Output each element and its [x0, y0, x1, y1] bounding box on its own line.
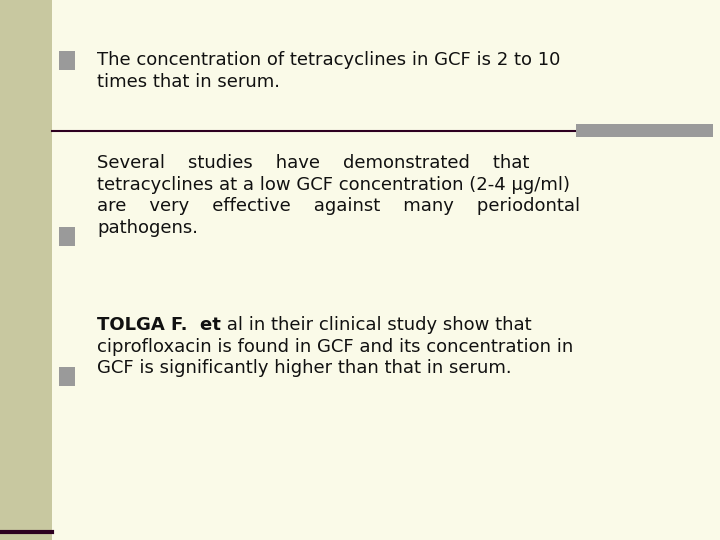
Text: Several    studies    have    demonstrated    that: Several studies have demonstrated that [97, 154, 530, 172]
FancyBboxPatch shape [59, 367, 75, 386]
Text: TOLGA F.  et: TOLGA F. et [97, 316, 221, 334]
Text: tetracyclines at a low GCF concentration (2-4 μg/ml): tetracyclines at a low GCF concentration… [97, 176, 570, 193]
FancyBboxPatch shape [59, 51, 75, 70]
Text: times that in serum.: times that in serum. [97, 73, 280, 91]
Text: are    very    effective    against    many    periodontal: are very effective against many periodon… [97, 197, 580, 215]
FancyBboxPatch shape [59, 227, 75, 246]
Text: The concentration of tetracyclines in GCF is 2 to 10: The concentration of tetracyclines in GC… [97, 51, 561, 69]
FancyBboxPatch shape [0, 0, 52, 540]
Text: al in their clinical study show that: al in their clinical study show that [221, 316, 531, 334]
Text: ciprofloxacin is found in GCF and its concentration in: ciprofloxacin is found in GCF and its co… [97, 338, 573, 355]
Text: GCF is significantly higher than that in serum.: GCF is significantly higher than that in… [97, 359, 512, 377]
Text: pathogens.: pathogens. [97, 219, 198, 237]
FancyBboxPatch shape [576, 124, 713, 137]
